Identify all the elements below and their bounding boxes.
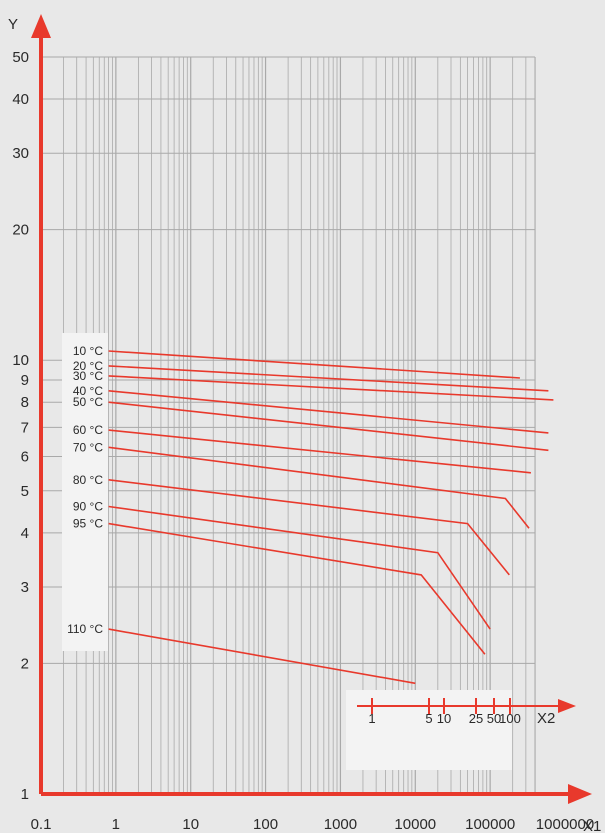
- series-line: [108, 429, 531, 474]
- secondary-tick-label: 100: [499, 711, 521, 726]
- y-tick-label: 30: [12, 145, 29, 162]
- y-tick-label: 6: [21, 448, 29, 465]
- y-tick-label: 20: [12, 222, 29, 239]
- x-tick-label: 1000: [324, 816, 357, 833]
- series-line: [108, 401, 549, 452]
- x-tick-label: 100: [253, 816, 278, 833]
- y-tick-label: 2: [21, 655, 29, 672]
- y-tick-label: 3: [21, 579, 29, 596]
- y-axis-arrow: [31, 14, 51, 38]
- series-label: 110 °C: [67, 622, 103, 636]
- x-tick-label: 100000: [465, 816, 515, 833]
- secondary-tick-label: 50: [487, 711, 501, 726]
- secondary-tick-label: 25: [469, 711, 483, 726]
- series-line: [108, 479, 510, 576]
- x-tick-label: 10000: [394, 816, 436, 833]
- y-tick-label: 9: [21, 372, 29, 389]
- y-tick-label: 10: [12, 352, 29, 369]
- series-label: 80 °C: [73, 473, 103, 487]
- secondary-axis-arrow: [558, 699, 576, 713]
- series-line: [108, 522, 486, 655]
- grid: [41, 56, 536, 795]
- series-label: 20 °C: [73, 359, 103, 373]
- series-label: 60 °C: [73, 423, 103, 437]
- series-line: [108, 390, 549, 434]
- series-label: 30 °C: [73, 369, 103, 383]
- y-tick-label: 4: [21, 525, 29, 542]
- series-label: 70 °C: [73, 440, 103, 454]
- y-axis-label: Y: [8, 16, 18, 33]
- series-label: 10 °C: [73, 344, 103, 358]
- y-tick-label: 1: [21, 786, 29, 803]
- x-tick-label: 0.1: [31, 816, 52, 833]
- series-labels: 10 °C20 °C30 °C40 °C50 °C 60 °C 70 °C 80 °C…: [67, 344, 103, 636]
- series-line: [108, 365, 549, 392]
- x-tick-label: 1: [112, 816, 120, 833]
- series-line: [108, 446, 530, 529]
- y-tick-label: 8: [21, 394, 29, 411]
- series-line: [108, 375, 554, 401]
- series-line: [108, 350, 520, 379]
- series-label: 95 °C: [73, 517, 103, 531]
- series-label: 90 °C: [73, 500, 103, 514]
- secondary-axis-label: X2: [537, 710, 555, 727]
- secondary-tick-label: 10: [437, 711, 451, 726]
- axes: [31, 14, 592, 804]
- x-axis-label: X1: [583, 818, 601, 833]
- x-tick-label: 1000000: [536, 816, 594, 833]
- series-line: [108, 505, 491, 630]
- y-tick-label: 40: [12, 91, 29, 108]
- y-tick-label: 5: [21, 483, 29, 500]
- series-label: 40 °C: [73, 384, 103, 398]
- x-tick-label: 10: [182, 816, 199, 833]
- y-tick-label: 7: [21, 419, 29, 436]
- secondary-tick-label: 1: [368, 711, 375, 726]
- series-line: [108, 628, 416, 685]
- legend-box: [62, 333, 108, 651]
- series-label: 50 °C: [73, 395, 103, 409]
- series-lines: [108, 350, 554, 685]
- y-tick-label: 50: [12, 49, 29, 66]
- x-axis-arrow: [568, 784, 592, 804]
- secondary-tick-label: 5: [425, 711, 432, 726]
